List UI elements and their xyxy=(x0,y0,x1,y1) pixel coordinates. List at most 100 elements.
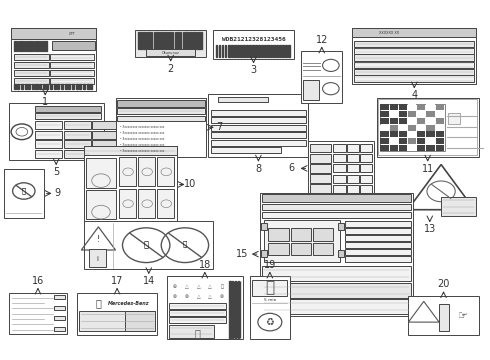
Bar xyxy=(399,104,407,111)
Bar xyxy=(170,32,171,49)
Bar xyxy=(380,111,389,117)
Bar xyxy=(399,138,407,144)
Bar xyxy=(14,62,49,68)
Bar xyxy=(185,32,187,49)
Bar xyxy=(426,125,435,131)
Bar xyxy=(157,157,174,186)
Text: 4: 4 xyxy=(411,90,417,100)
Bar xyxy=(25,41,26,51)
Bar xyxy=(390,118,398,124)
Bar xyxy=(191,32,192,49)
Bar xyxy=(77,293,157,336)
Bar xyxy=(228,45,229,57)
Bar xyxy=(64,150,91,158)
Bar xyxy=(261,222,267,230)
Bar xyxy=(14,78,49,85)
Bar xyxy=(153,32,155,49)
Text: 20: 20 xyxy=(438,279,450,289)
Bar xyxy=(269,228,289,240)
Bar xyxy=(333,165,345,172)
Text: △: △ xyxy=(208,294,212,299)
Bar xyxy=(234,45,236,57)
Bar xyxy=(436,125,444,131)
Bar xyxy=(380,118,389,124)
Bar xyxy=(64,140,91,148)
Bar xyxy=(338,250,343,257)
Bar xyxy=(347,144,359,152)
Bar xyxy=(219,97,269,102)
Bar xyxy=(64,121,91,129)
Bar xyxy=(285,45,287,57)
Bar xyxy=(380,104,445,151)
Bar xyxy=(54,84,56,89)
Bar xyxy=(390,138,398,144)
Bar xyxy=(310,174,331,183)
Text: • Xxxxxxxxx xxxxxxx xxxxx xxx: • Xxxxxxxxx xxxxxxx xxxxx xxx xyxy=(120,149,164,153)
Bar xyxy=(89,249,106,267)
Bar xyxy=(408,125,416,131)
Bar xyxy=(196,32,197,49)
Text: • Xxxxxxxxx xxxxxxx xxxxx xxx: • Xxxxxxxxx xxxxxxx xxxxx xxx xyxy=(120,143,164,147)
Bar xyxy=(303,80,319,100)
Bar xyxy=(417,104,425,111)
Text: !: ! xyxy=(97,235,100,244)
Bar xyxy=(380,138,389,144)
Bar xyxy=(167,276,243,339)
Bar xyxy=(93,131,123,139)
Bar xyxy=(49,62,94,68)
Text: ☞: ☞ xyxy=(458,311,467,321)
Bar xyxy=(193,32,195,49)
Bar xyxy=(436,138,444,144)
Bar xyxy=(211,147,281,153)
Text: 16: 16 xyxy=(32,276,44,286)
Text: 15: 15 xyxy=(236,249,249,259)
Bar xyxy=(436,111,444,117)
Bar xyxy=(390,131,398,138)
Text: • Xxxxxxxxx xxxxxxx xxxxx xxx: • Xxxxxxxxx xxxxxxx xxxxx xxx xyxy=(120,137,164,141)
Bar xyxy=(240,281,241,338)
Bar xyxy=(378,99,477,156)
Bar xyxy=(41,41,42,51)
Bar xyxy=(417,145,425,151)
Bar xyxy=(436,131,444,138)
Bar xyxy=(211,125,306,131)
Bar xyxy=(211,117,306,123)
Bar xyxy=(35,121,62,129)
Bar xyxy=(232,281,233,338)
Text: 9: 9 xyxy=(54,188,60,198)
Bar xyxy=(61,84,63,89)
Bar xyxy=(426,118,435,124)
Bar xyxy=(72,84,74,89)
Bar xyxy=(79,311,155,331)
Bar xyxy=(46,41,47,51)
Text: 17: 17 xyxy=(111,276,123,286)
Bar xyxy=(138,157,155,186)
Text: 🔥: 🔥 xyxy=(144,241,148,250)
Bar xyxy=(310,164,331,173)
Text: △: △ xyxy=(185,284,189,289)
Bar xyxy=(84,146,177,155)
Bar xyxy=(231,45,233,57)
Bar xyxy=(11,28,97,40)
Bar xyxy=(360,154,372,162)
Bar xyxy=(24,84,26,89)
Text: 2: 2 xyxy=(168,64,174,73)
Bar xyxy=(262,194,411,202)
Bar xyxy=(250,276,290,339)
Bar xyxy=(408,145,416,151)
Bar xyxy=(39,41,40,51)
Bar xyxy=(93,121,123,129)
Bar xyxy=(262,266,411,281)
Text: 12: 12 xyxy=(316,35,328,45)
Bar xyxy=(169,303,226,309)
Bar xyxy=(360,175,372,183)
Bar xyxy=(117,100,204,107)
Bar xyxy=(264,45,266,57)
Bar xyxy=(54,306,65,310)
Bar xyxy=(75,84,78,89)
Bar xyxy=(252,280,288,296)
Bar xyxy=(258,45,260,57)
Bar xyxy=(354,41,474,47)
Bar xyxy=(211,110,306,116)
Bar xyxy=(333,144,345,152)
